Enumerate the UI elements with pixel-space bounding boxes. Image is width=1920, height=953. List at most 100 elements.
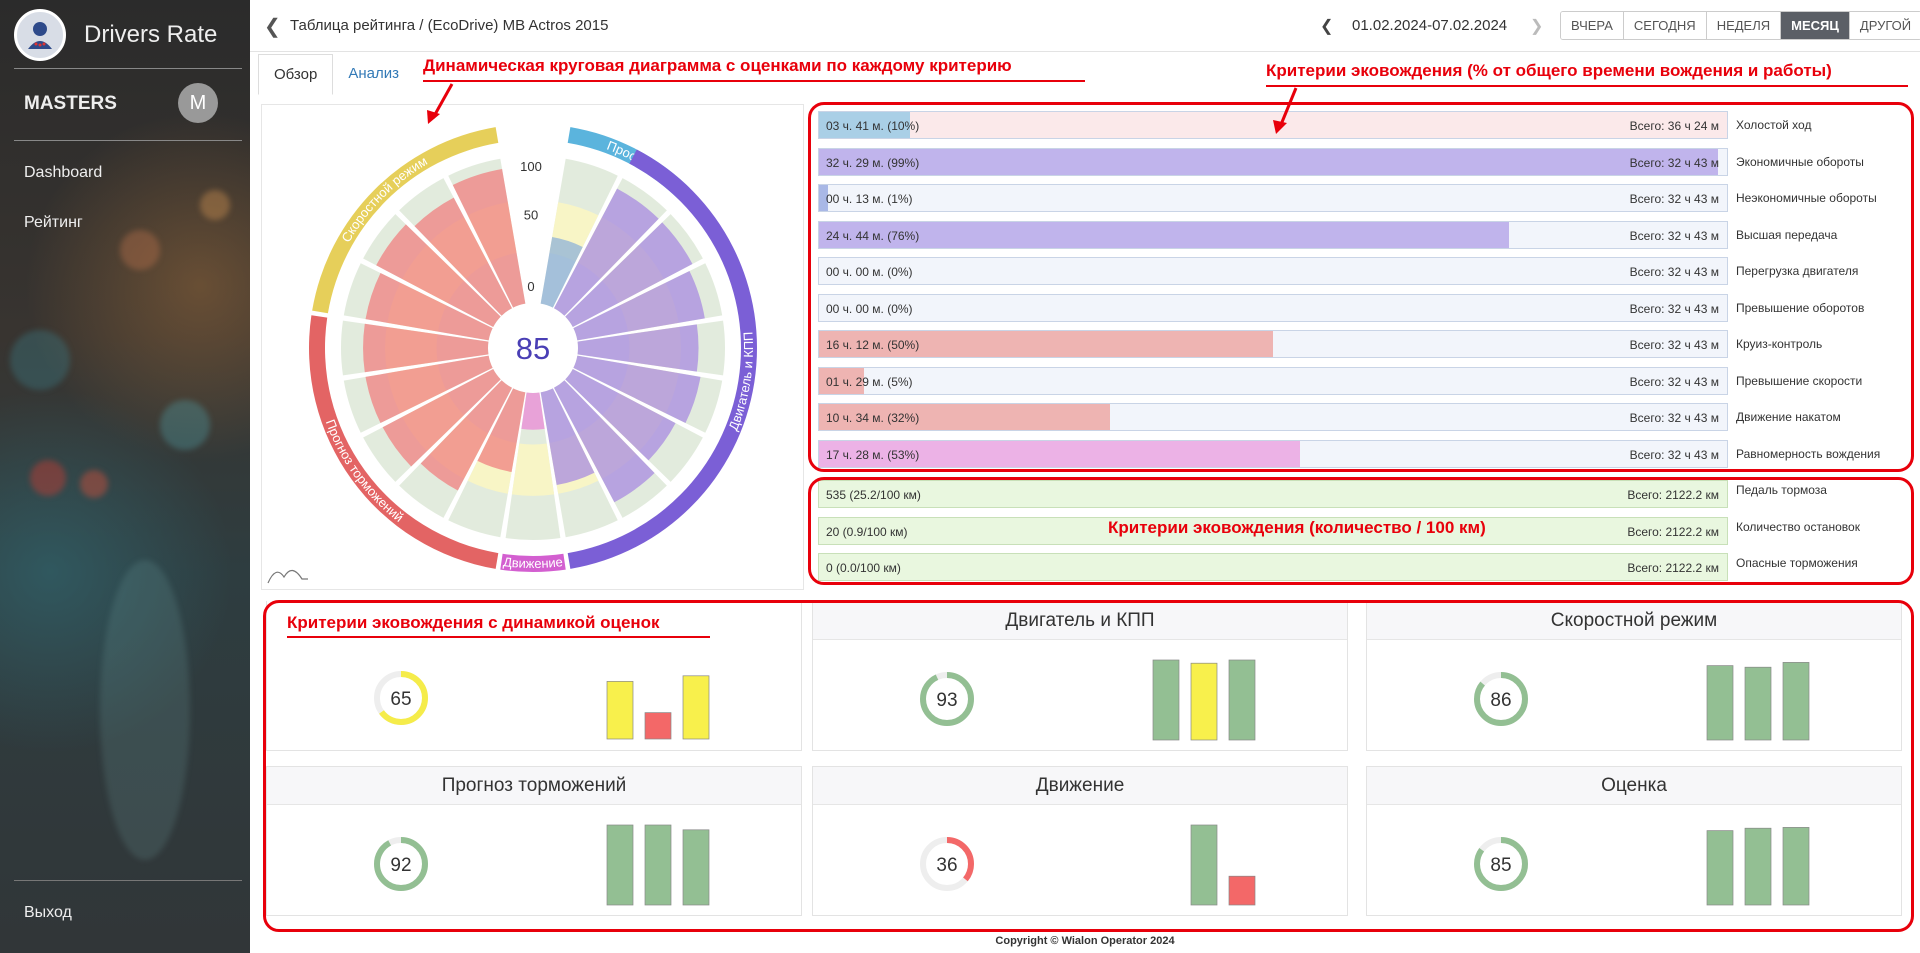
score-history-bar — [1228, 875, 1256, 906]
criterion-name: Холостой ход — [1736, 118, 1812, 132]
score-value: 92 — [390, 855, 411, 876]
criterion-value: 00 ч. 00 м. (0%) — [826, 265, 913, 279]
polar-sector — [414, 197, 513, 316]
criterion-bar-row: 17 ч. 28 м. (53%) Всего: 32 ч 43 м — [818, 439, 1728, 468]
polar-group-arc — [312, 127, 499, 314]
annotation-count-criteria: Критерии эковождения (количество / 100 к… — [1108, 518, 1486, 537]
tab-overview[interactable]: Обзор — [258, 54, 334, 95]
annotation-underline — [423, 80, 1085, 82]
criterion-bar-row: 00 ч. 00 м. (0%) Всего: 32 ч 43 м — [818, 293, 1728, 322]
criterion-value: 20 (0.9/100 км) — [826, 524, 908, 539]
card-title: Прогноз торможений — [267, 767, 801, 805]
period-other[interactable]: ДРУГОЙ — [1849, 12, 1920, 39]
sidebar-item-dashboard[interactable]: Dashboard — [24, 164, 103, 181]
criterion-total: Всего: 32 ч 43 м — [1629, 155, 1719, 170]
score-card: Оценка 85 — [1366, 766, 1902, 916]
criterion-bar-row: 01 ч. 29 м. (5%) Всего: 32 ч 43 м — [818, 366, 1728, 395]
period-yesterday[interactable]: ВЧЕРА — [1561, 12, 1624, 39]
criterion-value: 17 ч. 28 м. (53%) — [826, 447, 920, 462]
card-chart: 86 — [1474, 662, 1810, 741]
count-criterion-row: 0 (0.0/100 км) Всего: 2122.2 км — [818, 553, 1728, 581]
polar-group-arc — [567, 149, 758, 569]
score-value: 86 — [1490, 690, 1511, 711]
period-today[interactable]: СЕГОДНЯ — [1623, 12, 1707, 39]
tab-analysis[interactable]: Анализ — [348, 65, 399, 82]
criterion-bar-row: 00 ч. 00 м. (0%) Всего: 32 ч 43 м — [818, 257, 1728, 285]
score-history-bar — [1744, 827, 1772, 906]
chart-toggle-icon[interactable] — [267, 569, 308, 584]
score-history-bar — [1744, 666, 1772, 741]
score-history-bar — [1190, 824, 1218, 906]
card-chart: 93 — [920, 659, 1256, 741]
annotation-frame — [263, 600, 1914, 932]
criterion-bar-row: 24 ч. 44 м. (76%) Всего: 32 ч 43 м — [818, 220, 1728, 249]
back-icon[interactable]: ❮ — [264, 16, 281, 38]
score-card: Прогноз торможений 92 — [266, 766, 802, 916]
chevron-left-icon[interactable]: ❮ — [1320, 18, 1334, 35]
annotation-polar: Динамическая круговая диаграмма с оценка… — [423, 56, 1012, 75]
criterion-total: Всего: 2122.2 км — [1627, 561, 1719, 575]
score-history-bar — [1782, 827, 1810, 906]
logout-link[interactable]: Выход — [24, 904, 72, 921]
criterion-name: Экономичные обороты — [1736, 154, 1864, 169]
count-criterion-row: 20 (0.9/100 км) Всего: 2122.2 км — [818, 516, 1728, 545]
period-week[interactable]: НЕДЕЛЯ — [1706, 12, 1782, 39]
polar-sector — [553, 188, 659, 316]
criterion-total: Всего: 32 ч 43 м — [1629, 192, 1719, 206]
criterion-name: Превышение оборотов — [1736, 300, 1865, 315]
polar-sector — [420, 380, 513, 491]
criterion-bar-row: 03 ч. 41 м. (10%) Всего: 36 ч 24 м — [818, 111, 1728, 139]
polar-sector — [577, 324, 699, 372]
polar-sector — [565, 368, 676, 461]
criterion-value: 535 (25.2/100 км) — [826, 488, 921, 502]
criterion-total: Всего: 2122.2 км — [1627, 488, 1719, 502]
polar-sector — [565, 222, 693, 328]
polar-group-label: Движение — [502, 554, 563, 571]
polar-sector — [540, 388, 595, 486]
criterion-name: Неэкономичные обороты — [1736, 191, 1877, 205]
score-value: 65 — [390, 689, 411, 710]
tabs: Обзор Анализ — [258, 54, 414, 95]
score-ring — [374, 671, 428, 725]
period-month[interactable]: МЕСЯЦ — [1781, 12, 1850, 39]
criterion-name: Превышение скорости — [1736, 373, 1863, 388]
polar-sector — [376, 224, 501, 328]
criterion-bar-fill — [819, 331, 1273, 357]
criterion-total: Всего: 32 ч 43 м — [1629, 411, 1719, 425]
breadcrumb: Таблица рейтинга / (EcoDrive) MB Actros … — [290, 17, 609, 34]
divider — [14, 68, 242, 69]
brand[interactable]: Drivers Rate — [14, 9, 217, 61]
polar-grid — [511, 443, 555, 496]
criterion-value: 03 ч. 41 м. (10%) — [826, 119, 920, 133]
polar-sector — [363, 323, 489, 373]
polar-sector — [553, 380, 655, 503]
score-history-bar — [644, 824, 672, 906]
criterion-total: Всего: 32 ч 43 м — [1629, 338, 1719, 352]
divider — [14, 880, 242, 881]
criterion-bar-fill — [819, 404, 1110, 430]
criterion-bar-fill — [819, 112, 910, 138]
card-title: Движение — [813, 767, 1347, 805]
polar-sector — [573, 271, 705, 341]
criterion-total: Всего: 36 ч 24 м — [1629, 119, 1719, 133]
polar-chart: 85100500ПростойДвигатель и КППДвижениеПр… — [267, 127, 758, 584]
criterion-total: Всего: 32 ч 43 м — [1629, 374, 1719, 389]
score-ring — [920, 837, 974, 891]
criterion-total: Всего: 32 ч 43 м — [1629, 301, 1719, 316]
score-value: 36 — [936, 855, 957, 876]
period-selector: ВЧЕРА СЕГОДНЯ НЕДЕЛЯ МЕСЯЦ ДРУГОЙ — [1560, 11, 1920, 40]
user-name: MASTERS — [24, 93, 117, 114]
polar-chart-panel: 85100500ПростойДвигатель и КППДвижениеПр… — [261, 104, 804, 590]
scale-label: 50 — [524, 208, 538, 223]
chevron-right-icon[interactable]: ❯ — [1530, 18, 1544, 35]
criterion-name: Количество остановок — [1736, 519, 1860, 534]
sidebar-item-rating[interactable]: Рейтинг — [24, 214, 83, 231]
avatar[interactable]: M — [178, 83, 218, 123]
criterion-value: 01 ч. 29 м. (5%) — [826, 374, 913, 389]
score-value: 93 — [936, 690, 957, 711]
criterion-name: Перегрузка двигателя — [1736, 264, 1859, 278]
polar-sector — [573, 355, 701, 424]
score-ring — [920, 672, 974, 726]
card-title: Двигатель и КПП — [813, 602, 1347, 640]
polar-sector — [477, 388, 526, 473]
